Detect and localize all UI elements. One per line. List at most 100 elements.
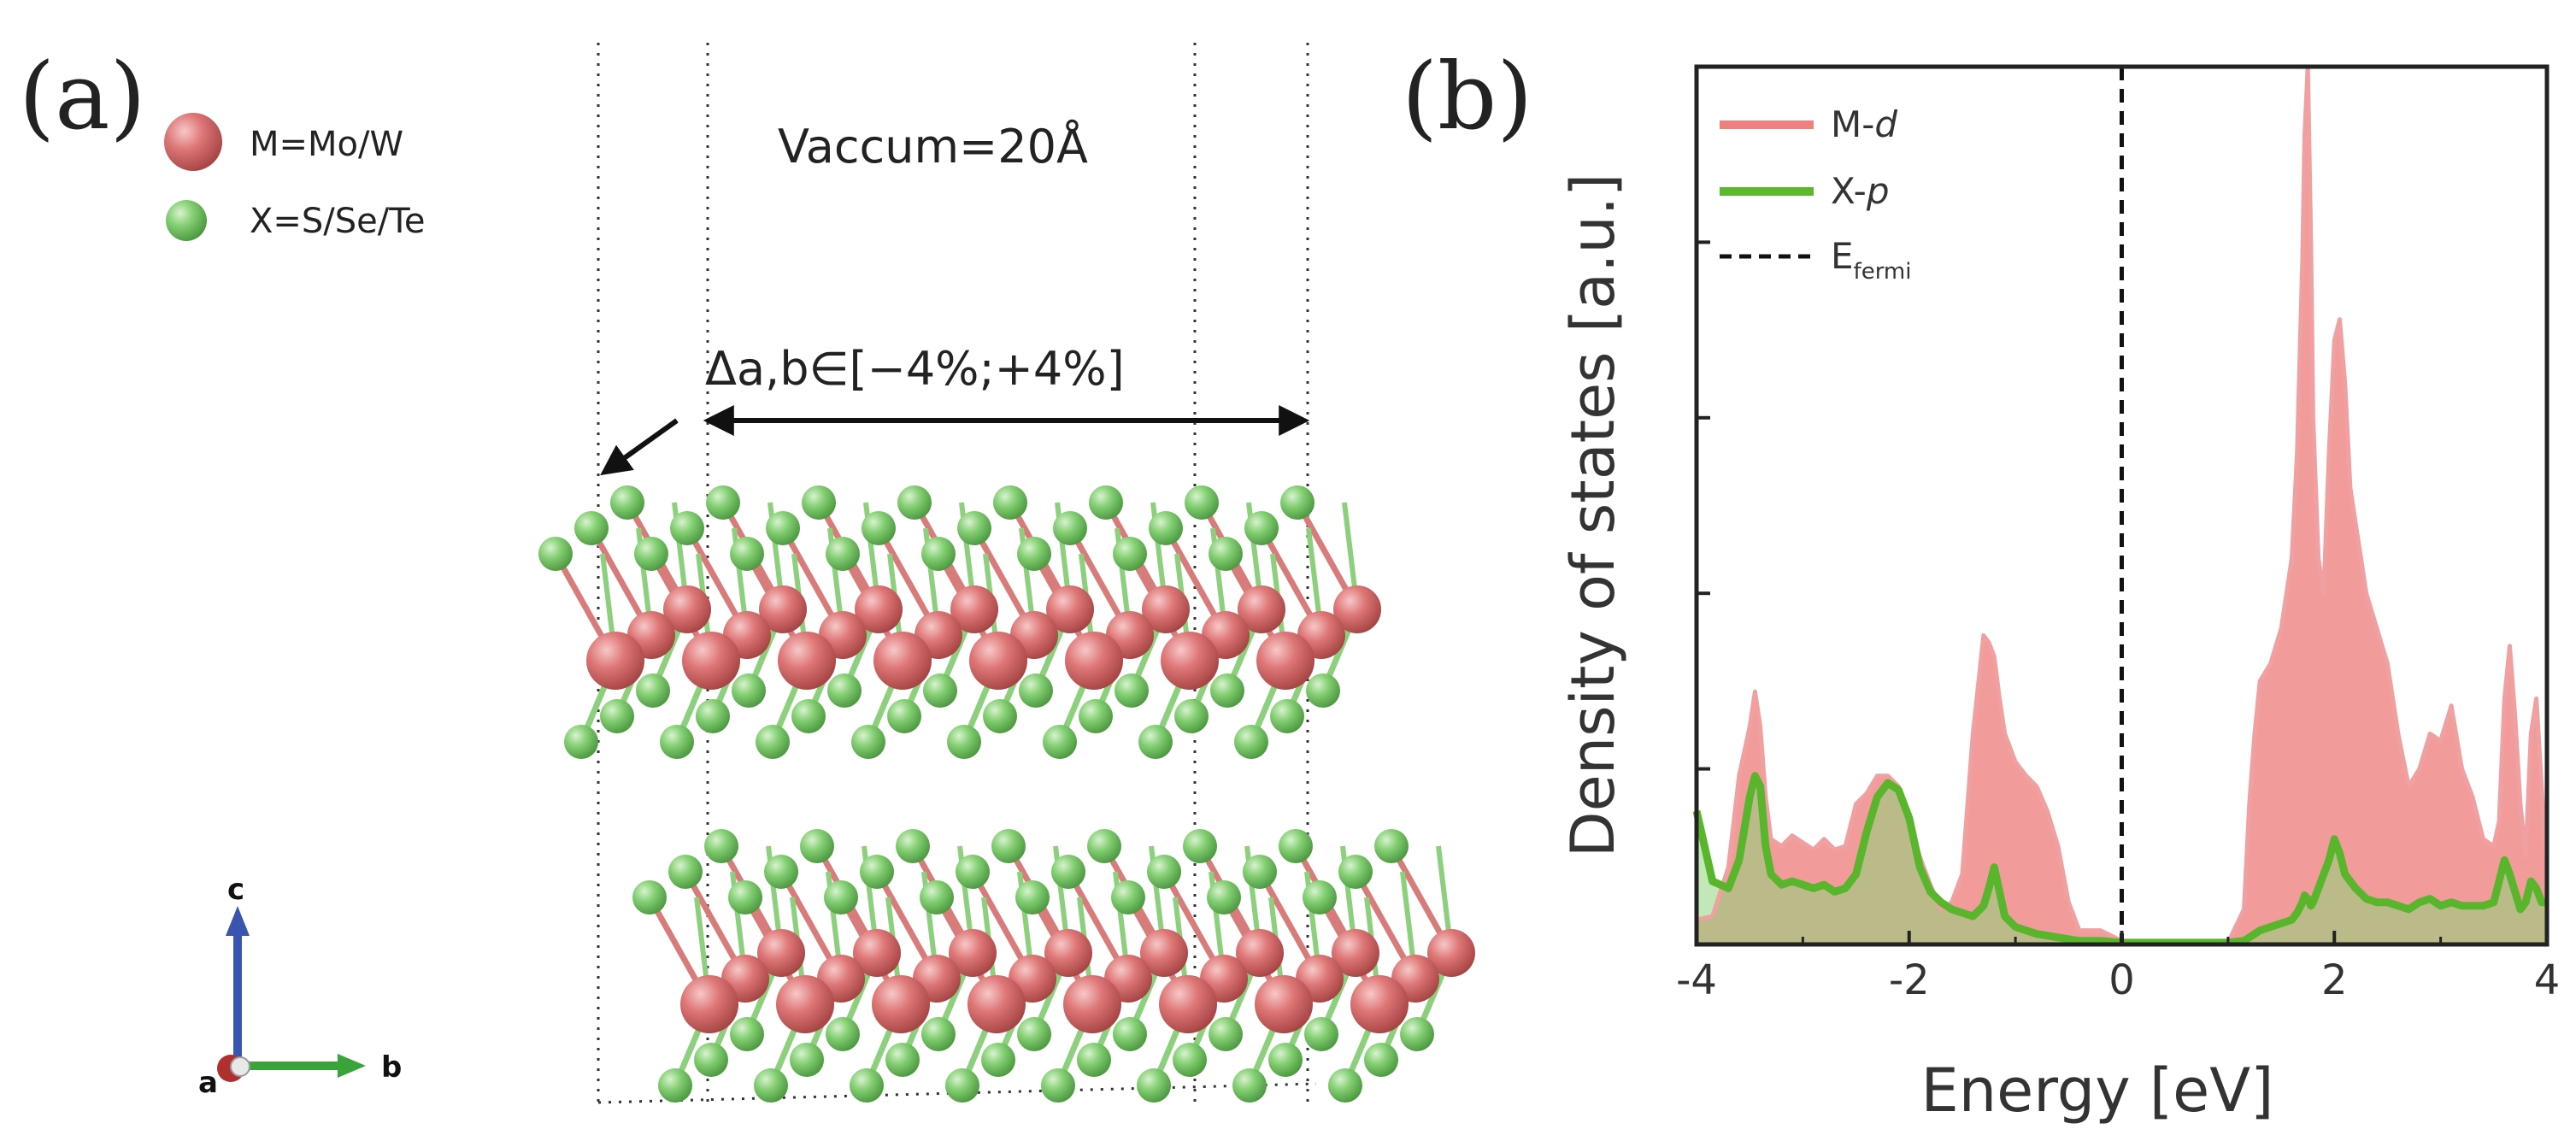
chalcogen-atom	[1183, 829, 1217, 863]
chalcogen-atom	[1041, 1068, 1075, 1103]
chalcogen-atom	[791, 699, 826, 733]
chalcogen-atom	[538, 537, 573, 571]
chalcogen-atom	[1207, 880, 1241, 915]
metal-atom	[950, 585, 998, 633]
chalcogen-atom	[1053, 511, 1087, 545]
chalcogen-atom	[981, 1043, 1015, 1077]
chalcogen-atom	[730, 537, 764, 571]
metal-atom	[1140, 929, 1188, 977]
x-tick-label: 2	[2321, 956, 2348, 1004]
x-axis-title: Energy [eV]	[1921, 1056, 2274, 1126]
chalcogen-atom	[634, 537, 668, 571]
chart-legend: M-d X-p Efermi	[1720, 103, 1911, 285]
chalcogen-atom	[564, 725, 598, 759]
metal-atom	[855, 585, 903, 633]
chalcogen-atom	[660, 725, 694, 759]
y-ticks	[1697, 240, 1710, 771]
metal-atom	[682, 632, 740, 690]
chalcogen-atom	[885, 1043, 920, 1077]
c-axis-label: c	[227, 873, 244, 907]
metal-atom	[1044, 929, 1092, 977]
monolayer-bottom	[632, 829, 1475, 1103]
chalcogen-atom	[728, 880, 762, 915]
chalcogen-atom	[1328, 1068, 1362, 1103]
strain-range-label: Δa,b∈[−4%;+4%]	[705, 342, 1125, 396]
chalcogen-atom	[947, 725, 981, 759]
chalcogen-atom	[732, 673, 766, 708]
metal-atom	[873, 632, 932, 690]
panel-a-label: (a)	[19, 44, 146, 150]
chalcogen-atom	[704, 829, 738, 863]
chalcogen-atom	[1043, 725, 1077, 759]
chalcogen-atom	[826, 537, 860, 571]
chalcogen-atom	[1279, 829, 1313, 863]
chalcogen-atom	[730, 1017, 764, 1051]
chalcogen-atom	[610, 485, 644, 520]
metal-atom	[1427, 929, 1475, 977]
chalcogen-atom	[1400, 1017, 1434, 1051]
chalcogen-atom	[754, 1068, 788, 1103]
chalcogen-atom	[802, 485, 836, 520]
chalcogen-atom	[764, 855, 798, 889]
chalcogen-atom	[1149, 511, 1183, 545]
metal-atom	[1142, 585, 1190, 633]
panel-a-legend: M=Mo/W X=S/Se/Te	[164, 113, 426, 241]
area-fill-m-d	[1697, 67, 2547, 944]
chalcogen-atom	[1017, 1017, 1051, 1051]
chalcogen-atom	[1210, 673, 1244, 708]
chalcogen-atom	[1185, 485, 1219, 520]
metal-atom	[680, 975, 738, 1033]
chalcogen-atom	[1138, 725, 1173, 759]
chalcogen-atom	[632, 880, 667, 915]
metal-atom	[872, 975, 930, 1033]
chalcogen-atom	[1243, 855, 1277, 889]
chalcogen-atom	[1338, 855, 1373, 889]
panel-b: (b) -4 -2 0 2 4 Energy [eV] Density of state…	[1402, 44, 2560, 1126]
chalcogen-atom	[920, 880, 954, 915]
metal-atom	[1063, 975, 1121, 1033]
metal-atom	[967, 975, 1026, 1033]
x-tick-label: 4	[2534, 956, 2561, 1004]
crystal-axes: c b a	[198, 873, 402, 1100]
chalcogen-atom	[897, 485, 932, 520]
chalcogen-atom	[668, 855, 703, 889]
panel-b-label: (b)	[1402, 44, 1532, 150]
metal-atom-legend-icon	[164, 113, 222, 171]
chalcogen-atom	[826, 1017, 860, 1051]
chalcogen-atom	[766, 511, 800, 545]
chalcogen-atom	[991, 829, 1026, 863]
metal-atom	[1161, 632, 1219, 690]
metal-atom	[759, 585, 807, 633]
chalcogen-atom	[887, 699, 921, 733]
c-axis-arrowhead	[226, 906, 250, 936]
b-axis-label: b	[381, 1050, 402, 1085]
chalcogen-atom	[1306, 673, 1340, 708]
metal-atom	[1238, 585, 1285, 633]
legend-label-x-p: X-p	[1831, 170, 1890, 212]
chalcogen-atom	[1173, 1043, 1207, 1077]
chalcogen-atom	[1304, 1017, 1338, 1051]
chalcogen-atom	[1209, 537, 1243, 571]
chalcogen-atom-legend-icon	[166, 200, 207, 241]
chalcogen-atom	[896, 829, 930, 863]
chalcogen-atom	[1209, 1017, 1243, 1051]
chalcogen-atom	[1017, 537, 1051, 571]
metal-atom	[969, 632, 1027, 690]
metal-atom	[1159, 975, 1217, 1033]
chalcogen-atom	[860, 855, 894, 889]
chalcogen-atom	[800, 829, 834, 863]
chalcogen-atom	[921, 1017, 956, 1051]
chalcogen-atom	[1234, 725, 1268, 759]
x-tick-label: -2	[1889, 956, 1930, 1004]
metal-atom	[1333, 585, 1381, 633]
chalcogen-atom	[694, 1043, 728, 1077]
chalcogen-atom	[1374, 829, 1409, 863]
metal-atom	[1065, 632, 1123, 690]
chalcogen-legend-text: X=S/Se/Te	[250, 202, 426, 241]
chalcogen-atom	[1113, 1017, 1147, 1051]
metal-atom	[1046, 585, 1094, 633]
chalcogen-atom	[1015, 880, 1050, 915]
chalcogen-atom	[790, 1043, 824, 1077]
legend-label-fermi: Efermi	[1831, 235, 1911, 285]
chalcogen-atom	[706, 485, 740, 520]
